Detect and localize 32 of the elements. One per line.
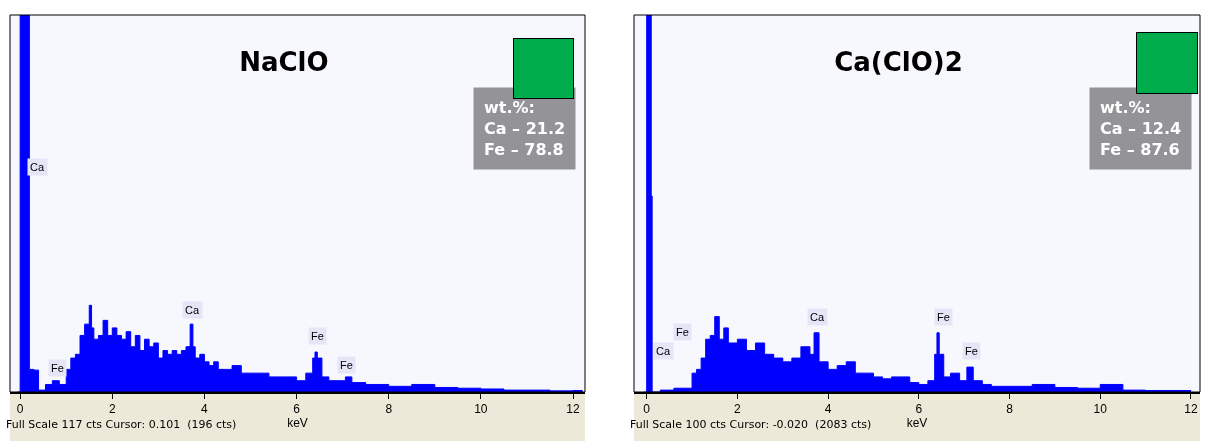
annotation: Fe — [311, 330, 324, 342]
annotation: wt.%: Ca – 12.4 Fe – 87.6 — [1100, 98, 1182, 159]
x-tick-label: 0 — [643, 402, 651, 417]
annotation: Fe — [676, 326, 689, 338]
text: NaClO — [239, 47, 329, 78]
annotation: wt.%: Ca – 21.2 Fe – 78.8 — [484, 98, 566, 159]
x-tick-label: 8 — [385, 402, 393, 417]
annotation: Fe — [340, 359, 353, 371]
x-axis-title: keV — [906, 416, 928, 431]
x-tick-label: 10 — [474, 402, 488, 417]
annotation: Ca — [656, 345, 671, 357]
annotation: Fe — [965, 345, 978, 357]
x-tick-label: 12 — [1184, 402, 1198, 417]
text: Full Scale 100 cts Cursor: -0.020 (2083 cts) — [630, 418, 872, 431]
x-tick-label: 2 — [108, 402, 116, 417]
x-tick-label: 2 — [734, 402, 742, 417]
x-tick-label: 6 — [293, 402, 301, 417]
annotation: Fe — [937, 311, 950, 323]
x-axis-title: keV — [287, 416, 308, 431]
x-tick-label: 10 — [1093, 402, 1108, 417]
x-tick-label: 4 — [201, 402, 209, 417]
annotation: Ca — [30, 161, 45, 173]
x-tick-label: 8 — [1006, 402, 1014, 417]
x-tick-label: 0 — [16, 402, 24, 417]
text: Ca(ClO)2 — [834, 47, 963, 78]
text: Full Scale 117 cts Cursor: 0.101 (196 cts) — [6, 418, 237, 431]
x-tick-label: 6 — [915, 402, 923, 417]
x-tick-label: 12 — [566, 402, 581, 417]
annotation: Ca — [810, 311, 825, 323]
annotation: Fe — [51, 362, 64, 374]
annotation: Ca — [185, 304, 200, 316]
x-tick-label: 4 — [824, 402, 832, 417]
